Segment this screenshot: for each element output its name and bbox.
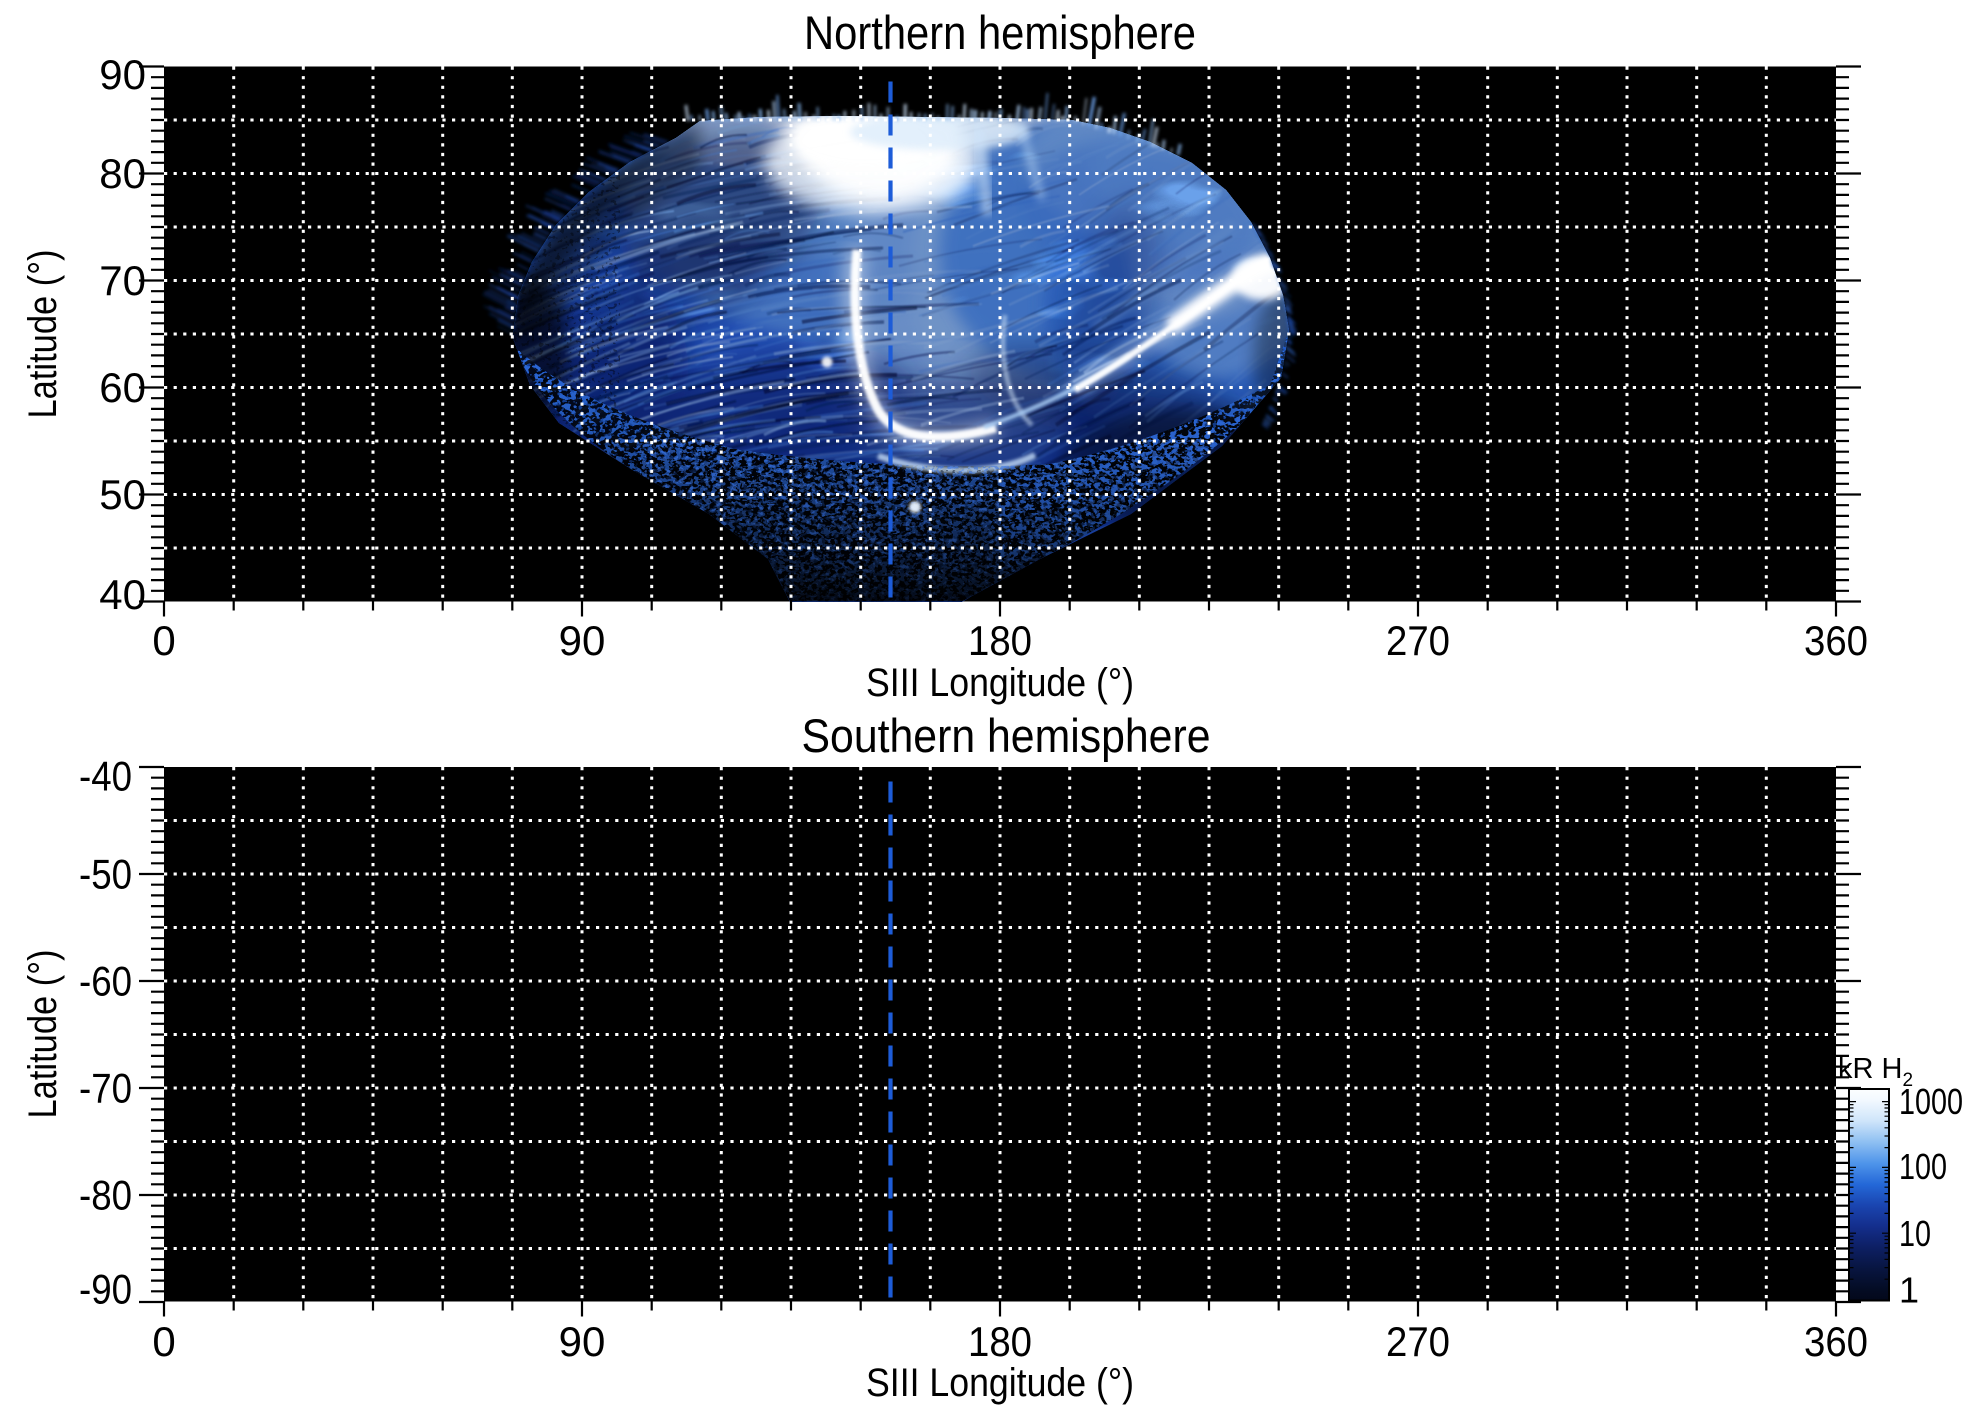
svg-text:0: 0 — [152, 1318, 175, 1365]
svg-text:180: 180 — [968, 617, 1032, 664]
svg-text:Southern hemisphere: Southern hemisphere — [802, 709, 1211, 762]
svg-text:SIII Longitude (°): SIII Longitude (°) — [866, 1361, 1134, 1405]
svg-text:90: 90 — [99, 51, 146, 98]
svg-text:-40: -40 — [79, 753, 132, 800]
svg-text:Latitude (°): Latitude (°) — [21, 250, 65, 419]
svg-text:360: 360 — [1804, 617, 1868, 664]
svg-text:-70: -70 — [79, 1065, 132, 1112]
svg-text:70: 70 — [99, 257, 146, 304]
svg-text:-60: -60 — [79, 958, 132, 1005]
svg-text:90: 90 — [559, 1318, 606, 1365]
svg-text:60: 60 — [99, 364, 146, 411]
svg-text:10: 10 — [1899, 1213, 1931, 1254]
svg-text:270: 270 — [1386, 1318, 1450, 1365]
svg-text:40: 40 — [99, 571, 146, 618]
svg-text:100: 100 — [1899, 1146, 1947, 1187]
svg-text:1: 1 — [1899, 1270, 1919, 1311]
svg-text:Latitude (°): Latitude (°) — [21, 950, 65, 1119]
svg-text:360: 360 — [1804, 1318, 1868, 1365]
svg-text:Northern hemisphere: Northern hemisphere — [804, 6, 1196, 59]
svg-text:1000: 1000 — [1899, 1081, 1963, 1122]
svg-text:-90: -90 — [79, 1266, 132, 1313]
svg-text:80: 80 — [99, 150, 146, 197]
svg-text:-80: -80 — [79, 1172, 132, 1219]
svg-text:0: 0 — [152, 617, 175, 664]
svg-text:kR H2: kR H2 — [1838, 1053, 1913, 1091]
svg-text:50: 50 — [99, 471, 146, 518]
svg-text:90: 90 — [559, 617, 606, 664]
svg-text:-50: -50 — [79, 851, 132, 898]
svg-text:270: 270 — [1386, 617, 1450, 664]
svg-text:SIII Longitude (°): SIII Longitude (°) — [866, 661, 1134, 705]
svg-text:180: 180 — [968, 1318, 1032, 1365]
